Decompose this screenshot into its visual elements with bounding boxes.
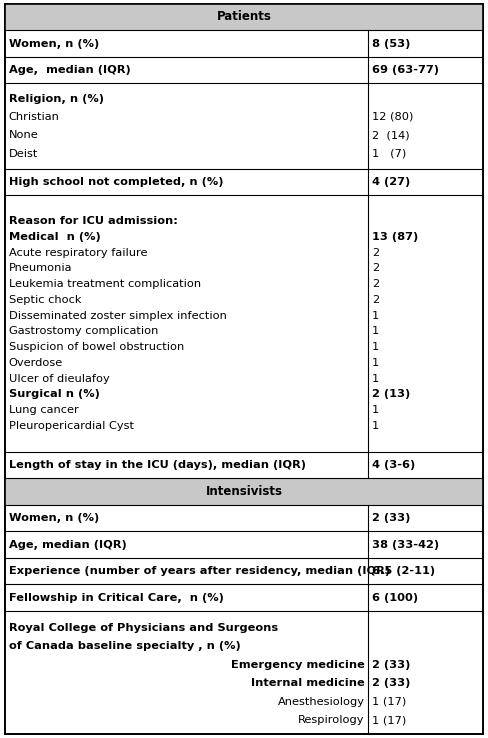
Text: Surgical n (%): Surgical n (%) bbox=[9, 389, 100, 399]
Text: 1: 1 bbox=[372, 311, 380, 320]
Text: Reason for ICU admission:: Reason for ICU admission: bbox=[9, 216, 178, 226]
Text: 6 (100): 6 (100) bbox=[372, 593, 418, 603]
Text: 12 (80): 12 (80) bbox=[372, 112, 414, 122]
Text: 4 (3-6): 4 (3-6) bbox=[372, 460, 415, 470]
Text: of Canada baseline specialty , n (%): of Canada baseline specialty , n (%) bbox=[9, 641, 241, 651]
Text: 1   (7): 1 (7) bbox=[372, 148, 407, 159]
Text: Women, n (%): Women, n (%) bbox=[9, 513, 99, 523]
Text: 1 (17): 1 (17) bbox=[372, 697, 407, 706]
Text: 2 (33): 2 (33) bbox=[372, 678, 410, 688]
Text: Age,  median (IQR): Age, median (IQR) bbox=[9, 65, 130, 75]
Text: Internal medicine: Internal medicine bbox=[251, 678, 365, 688]
Text: Lung cancer: Lung cancer bbox=[9, 405, 79, 415]
Text: Emergency medicine: Emergency medicine bbox=[230, 660, 365, 669]
Text: Medical  n (%): Medical n (%) bbox=[9, 232, 101, 242]
Text: 4 (27): 4 (27) bbox=[372, 177, 410, 187]
Text: Ulcer of dieulafoy: Ulcer of dieulafoy bbox=[9, 373, 109, 384]
Text: Leukemia treatment complication: Leukemia treatment complication bbox=[9, 279, 201, 289]
Text: 2: 2 bbox=[372, 295, 379, 305]
Text: Respirology: Respirology bbox=[298, 715, 365, 725]
Text: Disseminated zoster simplex infection: Disseminated zoster simplex infection bbox=[9, 311, 226, 320]
Text: Religion, n (%): Religion, n (%) bbox=[9, 94, 104, 103]
Text: Intensivists: Intensivists bbox=[205, 485, 283, 498]
Text: Length of stay in the ICU (days), median (IQR): Length of stay in the ICU (days), median… bbox=[9, 460, 306, 470]
Text: Deist: Deist bbox=[9, 148, 38, 159]
Text: Suspicion of bowel obstruction: Suspicion of bowel obstruction bbox=[9, 342, 184, 352]
Text: Christian: Christian bbox=[9, 112, 60, 122]
Text: 2: 2 bbox=[372, 263, 379, 273]
Text: 2 (13): 2 (13) bbox=[372, 389, 410, 399]
Text: 13 (87): 13 (87) bbox=[372, 232, 419, 242]
Text: 1: 1 bbox=[372, 421, 380, 431]
Text: 2  (14): 2 (14) bbox=[372, 131, 410, 140]
Text: 8 (53): 8 (53) bbox=[372, 38, 410, 49]
Text: Experience (number of years after residency, median (IQR): Experience (number of years after reside… bbox=[9, 566, 390, 576]
Text: Pleuropericardial Cyst: Pleuropericardial Cyst bbox=[9, 421, 134, 431]
Text: None: None bbox=[9, 131, 39, 140]
Text: Pneumonia: Pneumonia bbox=[9, 263, 72, 273]
Bar bbox=[5, 4, 483, 30]
Text: 2 (33): 2 (33) bbox=[372, 660, 410, 669]
Text: High school not completed, n (%): High school not completed, n (%) bbox=[9, 177, 224, 187]
Text: 1 (17): 1 (17) bbox=[372, 715, 407, 725]
Text: 2: 2 bbox=[372, 279, 379, 289]
Text: 69 (63-77): 69 (63-77) bbox=[372, 65, 439, 75]
Text: 1: 1 bbox=[372, 326, 380, 337]
Text: 6.5 (2-11): 6.5 (2-11) bbox=[372, 566, 435, 576]
Bar bbox=[5, 478, 483, 505]
Text: Patients: Patients bbox=[217, 10, 271, 24]
Text: 1: 1 bbox=[372, 405, 380, 415]
Text: Acute respiratory failure: Acute respiratory failure bbox=[9, 248, 147, 258]
Text: Septic chock: Septic chock bbox=[9, 295, 81, 305]
Text: Gastrostomy complication: Gastrostomy complication bbox=[9, 326, 158, 337]
Text: Royal College of Physicians and Surgeons: Royal College of Physicians and Surgeons bbox=[9, 623, 278, 632]
Text: 2 (33): 2 (33) bbox=[372, 513, 410, 523]
Text: 38 (33-42): 38 (33-42) bbox=[372, 539, 439, 550]
Text: 2: 2 bbox=[372, 248, 379, 258]
Text: 1: 1 bbox=[372, 358, 380, 368]
Text: Age, median (IQR): Age, median (IQR) bbox=[9, 539, 126, 550]
Text: 1: 1 bbox=[372, 342, 380, 352]
Text: Fellowship in Critical Care,  n (%): Fellowship in Critical Care, n (%) bbox=[9, 593, 224, 603]
Text: Anesthesiology: Anesthesiology bbox=[278, 697, 365, 706]
Text: Overdose: Overdose bbox=[9, 358, 63, 368]
Text: 1: 1 bbox=[372, 373, 380, 384]
Text: Women, n (%): Women, n (%) bbox=[9, 38, 99, 49]
